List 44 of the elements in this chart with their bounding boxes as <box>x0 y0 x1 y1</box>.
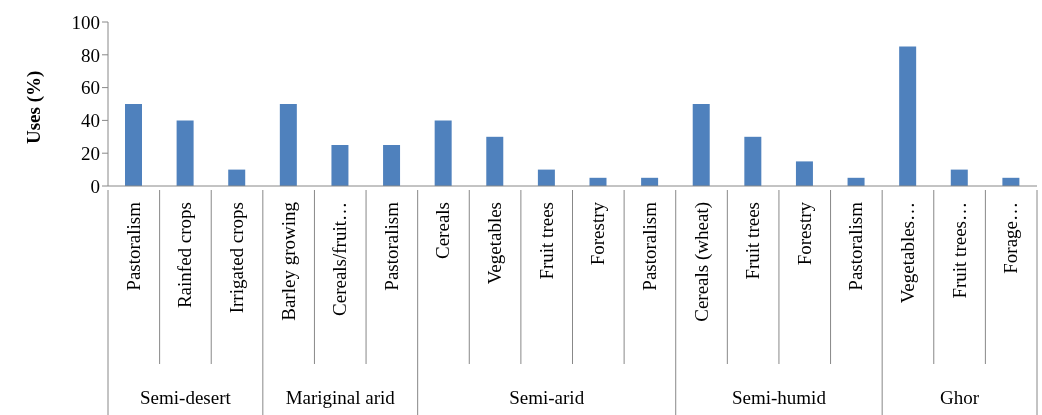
x-tick-label: Forestry <box>793 201 815 266</box>
bar <box>176 120 194 186</box>
text: Mariginal arid <box>285 387 396 408</box>
y-axis-title: Uses (%) <box>22 70 45 144</box>
bar <box>486 136 504 186</box>
x-tick-label: Fruit trees <box>535 202 557 280</box>
y-tick-label: 80 <box>81 44 100 66</box>
x-tick-label: Vegetables… <box>896 202 918 304</box>
bar <box>125 104 142 186</box>
bar <box>950 169 968 186</box>
text: Semi-humid <box>731 387 827 408</box>
x-tick-label: Pastoralism <box>638 201 660 291</box>
x-tick-label: Cereals/fruit… <box>329 202 351 316</box>
bar <box>331 145 349 186</box>
x-tick-label: Pastoralism <box>845 201 867 291</box>
bar <box>899 46 917 186</box>
x-tick-label: Barley growing <box>277 201 299 321</box>
text: Ghor <box>940 387 980 408</box>
x-tick-label: Vegetables <box>484 202 506 285</box>
x-tick-label: Fruit trees <box>742 202 764 280</box>
y-tick-label: 20 <box>81 142 100 164</box>
bar <box>228 169 246 186</box>
y-tick-label: 40 <box>81 110 100 132</box>
text: Semi-desert <box>140 387 232 408</box>
y-tick-label: 0 <box>90 175 100 197</box>
x-tick-label: Cereals <box>432 202 454 259</box>
bar <box>383 145 401 186</box>
bar <box>434 120 452 186</box>
x-tick-label: Pastoralism <box>122 201 144 291</box>
bar <box>692 104 710 186</box>
bar <box>279 104 297 186</box>
y-tick-label: 60 <box>81 77 100 99</box>
text: Semi-arid <box>509 387 585 408</box>
x-tick-label: Irrigated crops <box>226 202 248 314</box>
x-tick-label: Cereals (wheat) <box>690 202 713 322</box>
x-tick-label: Fruit trees… <box>948 202 970 299</box>
x-tick-label: Pastoralism <box>380 201 402 291</box>
y-tick-label: 100 <box>71 11 100 33</box>
bar <box>537 169 555 186</box>
x-tick-label: Forage… <box>1000 202 1022 274</box>
x-tick-label: Rainfed crops <box>174 202 196 309</box>
bar <box>795 161 813 186</box>
x-tick-label: Forestry <box>587 201 609 266</box>
bar <box>744 136 762 186</box>
